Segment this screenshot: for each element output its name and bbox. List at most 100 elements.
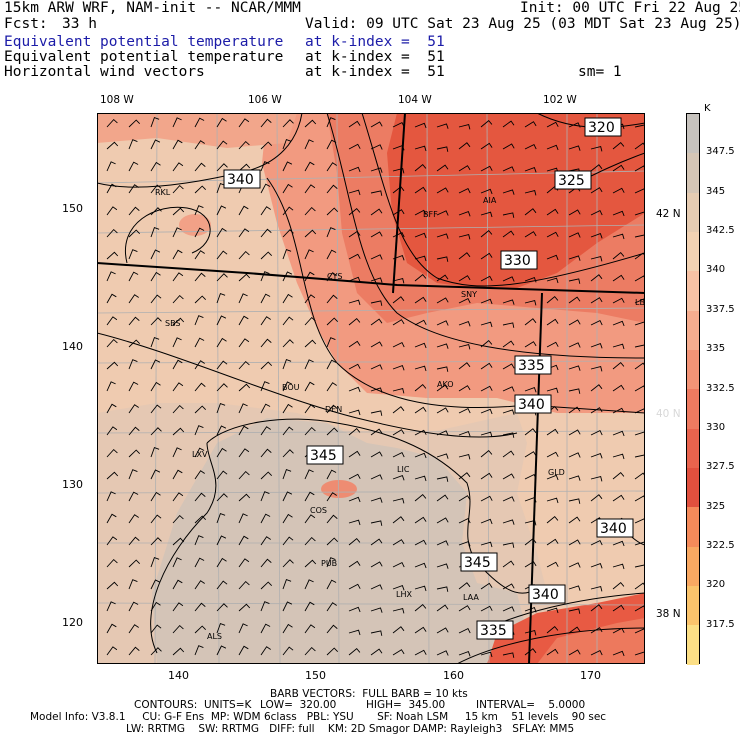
wind-barb bbox=[502, 409, 515, 415]
wind-barb bbox=[436, 384, 449, 392]
svg-text:330: 330 bbox=[504, 253, 531, 269]
wind-barb bbox=[150, 249, 161, 260]
wind-barb bbox=[480, 188, 493, 195]
wind-barb bbox=[524, 190, 537, 196]
wind-barb bbox=[612, 210, 625, 217]
contour-label-340: 340 bbox=[223, 169, 261, 189]
wind-barb bbox=[590, 297, 603, 304]
wind-barb bbox=[128, 514, 139, 524]
wind-barb bbox=[502, 583, 515, 590]
wind-barb bbox=[568, 585, 581, 591]
wind-barb bbox=[458, 297, 471, 304]
forecast-label: Fcst: bbox=[4, 16, 48, 32]
colorbar-unit: K bbox=[704, 103, 711, 114]
station-bff: BFF bbox=[423, 210, 438, 219]
wind-barb bbox=[194, 295, 207, 304]
wind-barb bbox=[172, 294, 184, 304]
wind-barb bbox=[282, 139, 292, 150]
wind-barb bbox=[128, 359, 138, 370]
wind-barb bbox=[546, 625, 559, 634]
wind-barb bbox=[436, 366, 449, 372]
wind-barb bbox=[436, 256, 449, 262]
wind-barb bbox=[392, 429, 405, 436]
wind-barb bbox=[216, 273, 228, 282]
wind-barb bbox=[326, 359, 337, 370]
wind-barb bbox=[326, 579, 337, 590]
wind-barb bbox=[128, 646, 140, 656]
wind-barb bbox=[216, 557, 227, 568]
wind-barb bbox=[546, 474, 559, 481]
wind-barb bbox=[128, 491, 139, 502]
wind-barb bbox=[568, 649, 581, 656]
lon-label: 106 W bbox=[248, 94, 282, 106]
wind-barb bbox=[370, 520, 383, 526]
wind-barb bbox=[172, 469, 183, 480]
wind-barb bbox=[304, 271, 315, 282]
svg-text:345: 345 bbox=[464, 555, 491, 571]
wind-barb bbox=[172, 427, 185, 436]
colorbar-tick-label: 322.5 bbox=[706, 539, 735, 551]
wind-barb bbox=[436, 494, 449, 502]
wind-barb bbox=[128, 449, 141, 458]
wind-barb bbox=[502, 299, 515, 305]
wind-barb bbox=[612, 581, 625, 590]
wind-barb bbox=[128, 271, 139, 282]
wind-barb bbox=[260, 491, 270, 502]
wind-barb bbox=[194, 140, 205, 150]
wind-barb bbox=[128, 404, 139, 414]
wind-barb bbox=[348, 120, 361, 128]
wind-barb bbox=[524, 538, 537, 546]
x-tick: 140 bbox=[168, 669, 189, 682]
wind-barb bbox=[172, 227, 182, 238]
wind-barb bbox=[568, 406, 581, 414]
wind-barb bbox=[150, 117, 160, 128]
wind-barb bbox=[414, 122, 427, 129]
wind-barb bbox=[392, 255, 405, 261]
wind-barb bbox=[238, 293, 248, 304]
wind-barb bbox=[370, 254, 383, 260]
wind-barb bbox=[282, 206, 294, 216]
wind-barb bbox=[502, 276, 515, 282]
wind-barb bbox=[568, 429, 581, 436]
wind-barb bbox=[414, 406, 427, 414]
wind-barb bbox=[216, 337, 227, 348]
wind-barb bbox=[238, 603, 251, 612]
wind-barb bbox=[634, 582, 645, 590]
wind-barb bbox=[194, 625, 207, 634]
wind-barb bbox=[282, 559, 294, 568]
svg-text:325: 325 bbox=[558, 173, 585, 189]
wind-barb bbox=[392, 539, 405, 546]
wind-barb bbox=[260, 228, 272, 238]
wind-barb bbox=[348, 207, 361, 216]
wind-barb bbox=[106, 601, 116, 612]
wind-barb bbox=[150, 227, 160, 238]
colorbar-tick-label: 332.5 bbox=[706, 382, 735, 394]
field-3-level: at k-index = 51 bbox=[305, 64, 445, 80]
init-time: Init: 00 UTC Fri 22 Aug 25 bbox=[520, 0, 740, 16]
contour-label-340: 340 bbox=[514, 394, 552, 414]
wind-barb bbox=[436, 586, 449, 592]
wind-barb bbox=[414, 539, 427, 546]
wind-barb bbox=[392, 145, 405, 151]
wind-barb bbox=[414, 475, 427, 482]
wind-barb bbox=[370, 121, 383, 128]
lat-label: 38 N bbox=[656, 608, 681, 620]
wind-barb bbox=[436, 123, 449, 129]
wind-barb bbox=[128, 316, 140, 326]
wind-barb bbox=[568, 365, 581, 371]
wind-barb bbox=[348, 519, 361, 526]
wind-barb bbox=[414, 232, 427, 239]
wind-barb bbox=[216, 603, 228, 612]
wind-barb bbox=[172, 337, 182, 348]
colorbar-segment bbox=[687, 389, 699, 429]
wind-barb bbox=[414, 342, 427, 349]
wind-barb bbox=[524, 143, 537, 150]
wind-barb bbox=[524, 341, 537, 348]
wind-barb bbox=[568, 145, 581, 151]
wind-barb bbox=[150, 491, 161, 502]
wind-barb bbox=[480, 495, 493, 502]
wind-barb bbox=[590, 539, 603, 546]
wind-barb bbox=[216, 117, 227, 128]
wind-barb bbox=[238, 403, 248, 414]
wind-barb bbox=[194, 272, 206, 282]
